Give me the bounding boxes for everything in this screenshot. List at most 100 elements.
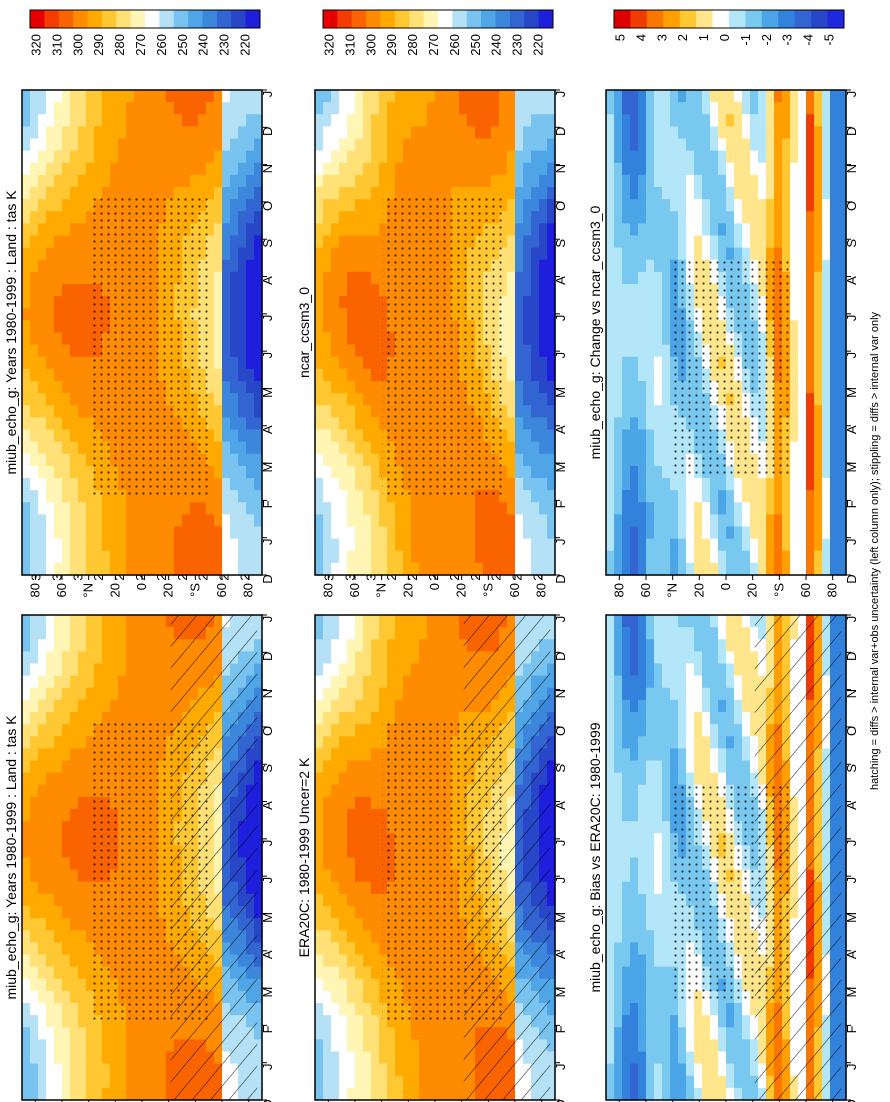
heatmap-cell (230, 235, 239, 249)
heatmap-cell (22, 478, 31, 491)
heatmap-cell (78, 906, 87, 919)
latitude-tick-label: 20 (454, 583, 469, 597)
heatmap-cell (142, 526, 151, 540)
heatmap-cell (606, 675, 615, 689)
heatmap-cell (222, 429, 231, 443)
month-tick-label: S (553, 239, 568, 248)
heatmap-cell (347, 502, 356, 515)
heatmap-cell (102, 138, 111, 152)
heatmap-cell (355, 724, 364, 737)
heatmap-cell (323, 174, 332, 188)
heatmap-cell (339, 1051, 348, 1065)
heatmap-cell (22, 393, 31, 406)
heatmap-cell (214, 526, 223, 540)
heatmap-cell (62, 126, 71, 140)
heatmap-cell (355, 687, 364, 701)
heatmap-cell (315, 712, 324, 725)
heatmap-cell (222, 368, 231, 382)
heatmap-cell (547, 114, 556, 127)
heatmap-cell (78, 639, 87, 652)
heatmap-cell (182, 550, 191, 564)
heatmap-cell (54, 344, 63, 358)
heatmap-cell (78, 490, 87, 503)
heatmap-cell (427, 627, 436, 640)
heatmap-cell (531, 138, 540, 152)
heatmap-cell (331, 417, 340, 431)
heatmap-cell (443, 514, 452, 528)
heatmap-cell (214, 114, 223, 127)
heatmap-cell (411, 1039, 420, 1053)
heatmap-cell (110, 712, 119, 725)
heatmap-cell (38, 869, 47, 883)
heatmap-cell (539, 526, 548, 540)
heatmap-cell (331, 796, 340, 810)
heatmap-cell (323, 699, 332, 713)
heatmap-cell (166, 687, 175, 701)
heatmap-cell (523, 453, 532, 467)
heatmap-cell (246, 174, 255, 188)
heatmap-cell (547, 138, 556, 152)
heatmap-cell (395, 639, 404, 652)
heatmap-cell (435, 1027, 444, 1040)
heatmap-cell (38, 356, 47, 370)
heatmap-cell (547, 1027, 556, 1040)
heatmap-cell (315, 441, 324, 455)
heatmap-cell (62, 893, 71, 907)
heatmap-cell (371, 1027, 380, 1040)
heatmap-cell (427, 1051, 436, 1065)
heatmap-cell (86, 1087, 95, 1101)
heatmap-cell (459, 651, 468, 665)
heatmap-cell (30, 284, 39, 297)
heatmap-cell (22, 942, 31, 956)
heatmap-cell (86, 526, 95, 540)
heatmap-cell (174, 114, 183, 127)
heatmap-cell (331, 724, 340, 737)
heatmap-cell (315, 284, 324, 297)
heatmap-cell (86, 187, 95, 200)
heatmap-cell (347, 796, 356, 810)
heatmap-cell (46, 138, 55, 152)
heatmap-cell (547, 344, 556, 358)
heatmap-cell (355, 1075, 364, 1089)
heatmap-cell (38, 187, 47, 200)
heatmap-cell (118, 562, 127, 576)
heatmap-cell (70, 881, 79, 895)
heatmap-cell (606, 857, 615, 871)
heatmap-cell (515, 465, 524, 479)
stippling-overlay (382, 196, 503, 498)
heatmap-cell (246, 271, 255, 285)
heatmap-cell (230, 478, 239, 491)
heatmap-cell (539, 405, 548, 418)
heatmap-cell (355, 284, 364, 297)
heatmap-cell (22, 663, 31, 677)
heatmap-cell (70, 102, 79, 115)
heatmap-cell (54, 675, 63, 689)
heatmap-cell (246, 429, 255, 443)
colorbar-tick-label: 310 (49, 34, 64, 56)
heatmap-cell (347, 821, 356, 834)
heatmap-cell (371, 651, 380, 665)
heatmap-cell (38, 514, 47, 528)
heatmap-cell (387, 162, 396, 176)
heatmap-cell (134, 1063, 143, 1077)
heatmap-cell (222, 126, 231, 140)
heatmap-cell (110, 639, 119, 652)
heatmap-cell (499, 199, 508, 212)
heatmap-cell (70, 247, 79, 261)
heatmap-cell (70, 138, 79, 152)
heatmap-cell (30, 187, 39, 200)
heatmap-cell (254, 284, 263, 297)
heatmap-cell (339, 308, 348, 321)
heatmap-cell (539, 247, 548, 261)
heatmap-cell (315, 405, 324, 418)
heatmap-cell (355, 651, 364, 665)
heatmap-cell (339, 990, 348, 1004)
heatmap-cell (22, 102, 31, 115)
heatmap-cell (419, 1087, 428, 1101)
heatmap-cell (606, 906, 615, 919)
heatmap-cell (451, 126, 460, 140)
heatmap-cell (547, 1003, 556, 1016)
